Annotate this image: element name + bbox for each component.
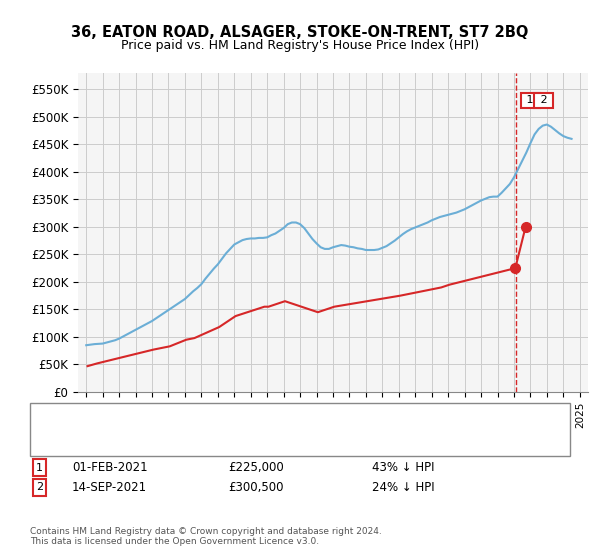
Text: Contains HM Land Registry data © Crown copyright and database right 2024.
This d: Contains HM Land Registry data © Crown c…: [30, 526, 382, 546]
Text: 1: 1: [36, 463, 43, 473]
Text: 2: 2: [536, 95, 551, 105]
Text: 1: 1: [523, 95, 538, 105]
Text: 36, EATON ROAD, ALSAGER, STOKE-ON-TRENT, ST7 2BQ (detached house): 36, EATON ROAD, ALSAGER, STOKE-ON-TRENT,…: [84, 410, 472, 421]
Text: 24% ↓ HPI: 24% ↓ HPI: [372, 480, 434, 494]
Text: 2: 2: [36, 482, 43, 492]
Text: 43% ↓ HPI: 43% ↓ HPI: [372, 461, 434, 474]
Text: 01-FEB-2021: 01-FEB-2021: [72, 461, 148, 474]
Text: £225,000: £225,000: [228, 461, 284, 474]
Text: 36, EATON ROAD, ALSAGER, STOKE-ON-TRENT, ST7 2BQ: 36, EATON ROAD, ALSAGER, STOKE-ON-TRENT,…: [71, 25, 529, 40]
Text: HPI: Average price, detached house, Cheshire East: HPI: Average price, detached house, Ches…: [84, 427, 349, 437]
Text: £300,500: £300,500: [228, 480, 284, 494]
Text: 14-SEP-2021: 14-SEP-2021: [72, 480, 147, 494]
Text: Price paid vs. HM Land Registry's House Price Index (HPI): Price paid vs. HM Land Registry's House …: [121, 39, 479, 52]
